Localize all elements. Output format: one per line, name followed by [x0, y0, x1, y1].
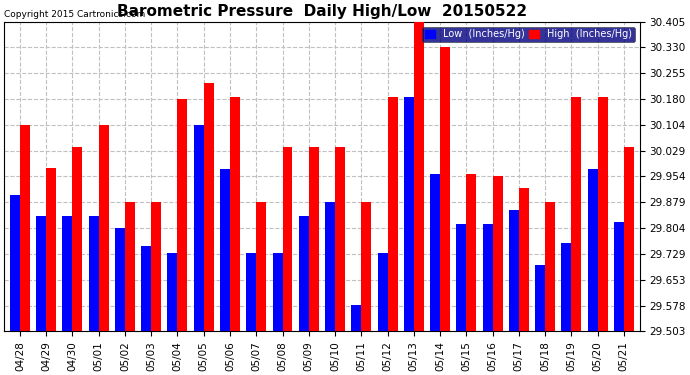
Bar: [325, 202, 335, 331]
Bar: [519, 188, 529, 331]
Legend: Low  (Inches/Hg), High  (Inches/Hg): Low (Inches/Hg), High (Inches/Hg): [422, 27, 635, 42]
Bar: [141, 246, 151, 331]
Text: Copyright 2015 Cartronics.com: Copyright 2015 Cartronics.com: [4, 10, 146, 19]
Bar: [614, 222, 624, 331]
Bar: [414, 22, 424, 331]
Bar: [204, 84, 214, 331]
Bar: [440, 48, 450, 331]
Bar: [299, 216, 308, 331]
Bar: [256, 202, 266, 331]
Bar: [168, 254, 177, 331]
Bar: [598, 97, 608, 331]
Bar: [282, 147, 293, 331]
Bar: [125, 202, 135, 331]
Bar: [99, 124, 108, 331]
Bar: [588, 169, 598, 331]
Bar: [46, 168, 56, 331]
Bar: [456, 224, 466, 331]
Bar: [335, 147, 345, 331]
Bar: [308, 147, 319, 331]
Bar: [194, 124, 204, 331]
Bar: [430, 174, 440, 331]
Bar: [72, 147, 82, 331]
Bar: [351, 305, 362, 331]
Bar: [388, 97, 397, 331]
Bar: [562, 243, 571, 331]
Bar: [624, 147, 634, 331]
Bar: [115, 228, 125, 331]
Bar: [36, 216, 46, 331]
Bar: [482, 224, 493, 331]
Bar: [535, 266, 545, 331]
Bar: [404, 97, 414, 331]
Bar: [151, 202, 161, 331]
Bar: [545, 202, 555, 331]
Bar: [230, 97, 240, 331]
Bar: [273, 254, 282, 331]
Bar: [177, 99, 188, 331]
Bar: [362, 202, 371, 331]
Title: Barometric Pressure  Daily High/Low  20150522: Barometric Pressure Daily High/Low 20150…: [117, 4, 527, 19]
Bar: [20, 124, 30, 331]
Bar: [246, 254, 256, 331]
Bar: [10, 195, 20, 331]
Bar: [220, 169, 230, 331]
Bar: [571, 97, 581, 331]
Bar: [63, 216, 72, 331]
Bar: [466, 174, 476, 331]
Bar: [509, 210, 519, 331]
Bar: [89, 216, 99, 331]
Bar: [493, 176, 502, 331]
Bar: [377, 254, 388, 331]
